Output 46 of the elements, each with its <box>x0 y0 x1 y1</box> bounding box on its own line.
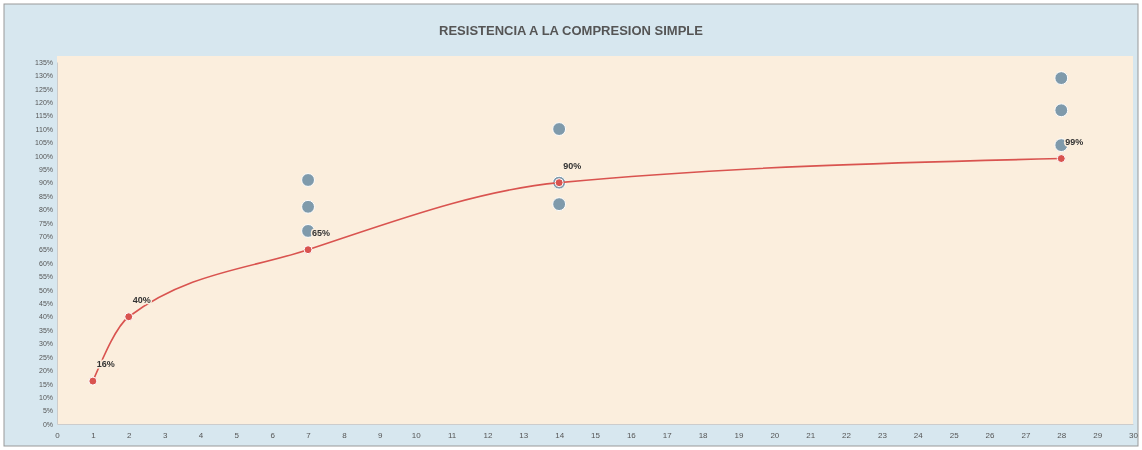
x-tick-label: 5 <box>234 430 240 440</box>
x-tick-label: 12 <box>483 430 493 440</box>
x-tick-label: 11 <box>447 430 457 440</box>
x-tick-label: 22 <box>842 430 852 440</box>
point <box>301 173 315 187</box>
x-tick-label: 4 <box>198 430 204 440</box>
point <box>124 312 134 322</box>
point <box>303 245 313 255</box>
x-tick-label: 26 <box>985 430 996 440</box>
x-tick-label: 17 <box>662 430 673 440</box>
x-tick-label: 18 <box>698 430 709 440</box>
x-tick-label: 13 <box>519 430 529 440</box>
point <box>552 122 567 136</box>
x-tick-label: 0 <box>55 430 61 440</box>
point <box>1056 154 1066 164</box>
x-tick-label: 29 <box>1093 430 1103 440</box>
x-tick-label: 20 <box>770 430 780 440</box>
x-tick-label: 6 <box>270 430 276 440</box>
data-label: 65% <box>312 227 331 238</box>
data-label: 90% <box>563 160 582 171</box>
point <box>301 199 315 214</box>
x-tick-label: 1 <box>91 430 97 440</box>
data-label: 99% <box>1065 136 1084 147</box>
x-tick-label: 7 <box>306 430 312 440</box>
point <box>88 376 98 386</box>
point <box>1054 71 1069 86</box>
x-tick-label: 3 <box>162 430 168 440</box>
x-tick-label: 16 <box>626 430 637 440</box>
chart-title: RESISTENCIA A LA COMPRESION SIMPLE <box>439 23 704 38</box>
point <box>552 197 567 212</box>
x-tick-label: 21 <box>806 430 816 440</box>
x-tick-label: 19 <box>734 430 744 440</box>
x-tick-label: 27 <box>1021 430 1031 440</box>
x-tick-label: 9 <box>378 430 384 440</box>
x-tick-label: 30 <box>1129 430 1139 440</box>
x-tick-label: 15 <box>591 430 601 440</box>
x-tick-label: 2 <box>127 430 133 440</box>
point <box>1054 103 1069 118</box>
x-tick-label: 28 <box>1057 430 1067 440</box>
x-tick-label: 23 <box>877 430 888 440</box>
x-tick-label: 14 <box>555 430 565 440</box>
x-tick-label: 10 <box>411 430 422 440</box>
x-tick-label: 24 <box>913 430 924 440</box>
x-tick-label: 25 <box>949 430 960 440</box>
data-label: 40% <box>132 294 151 305</box>
x-tick-label: 8 <box>342 430 348 440</box>
